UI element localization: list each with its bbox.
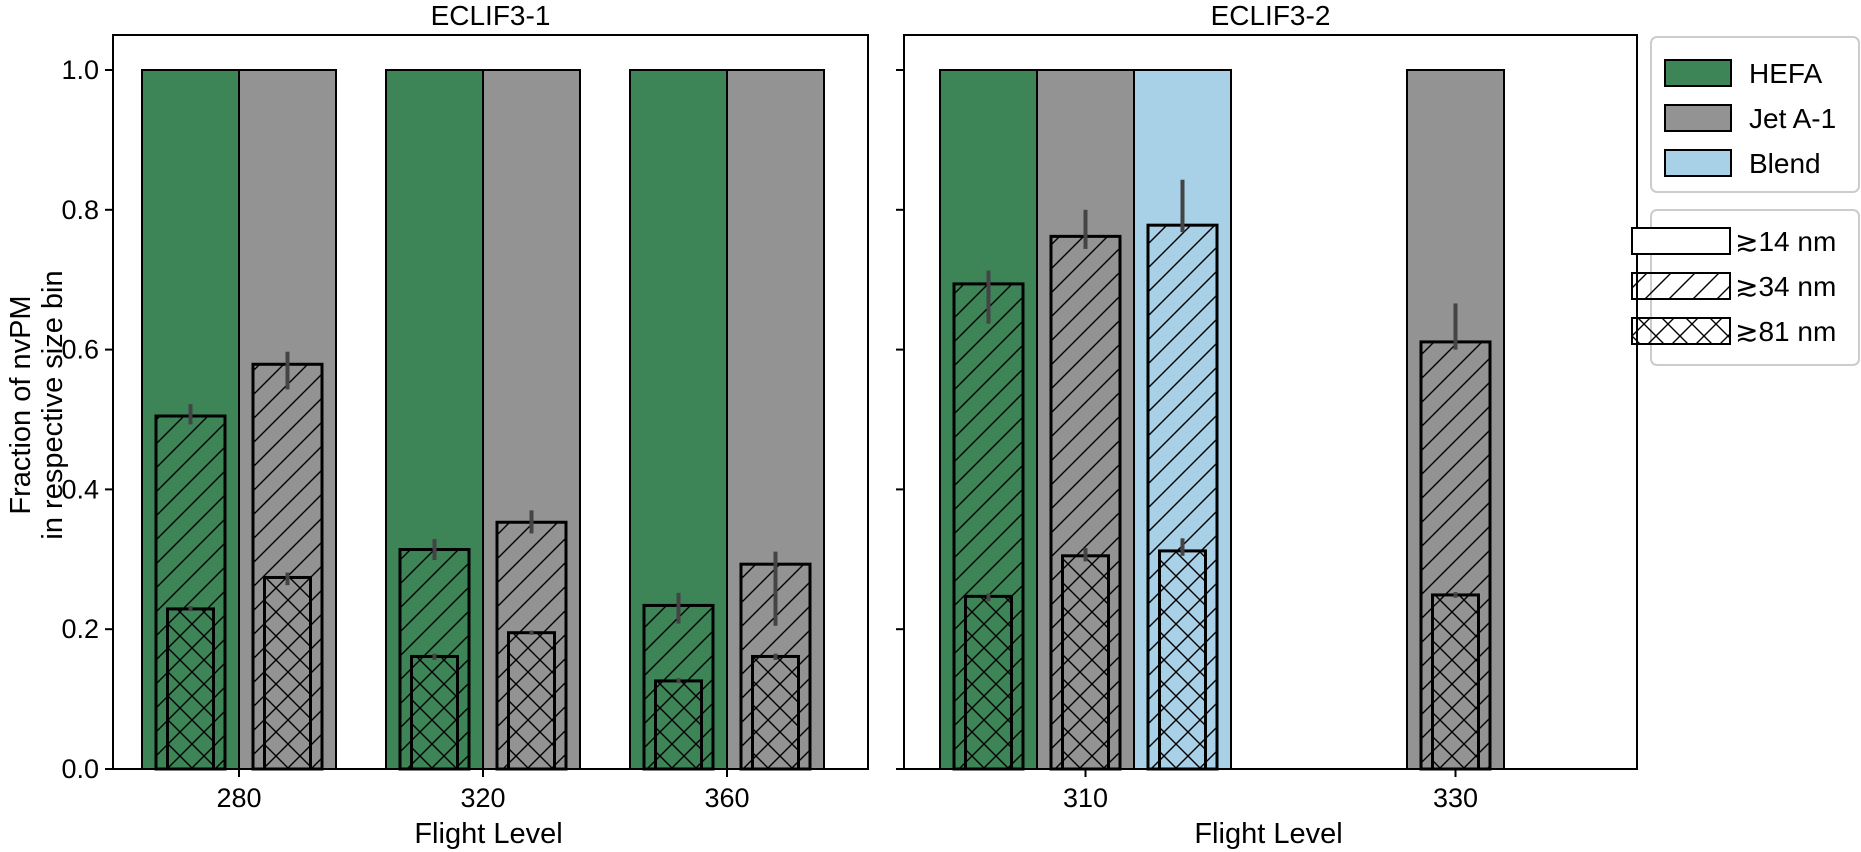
legend-label: Jet A-1 <box>1749 103 1836 134</box>
y-tick-label: 1.0 <box>61 55 99 85</box>
legend-swatch <box>1664 149 1732 177</box>
y-tick-label: 0.2 <box>61 614 99 644</box>
legend-label: ≳14 nm <box>1735 226 1836 257</box>
y-axis-label-line: in respective size bin <box>37 270 69 539</box>
y-axis-label: Fraction of nvPMin respective size bin <box>5 270 69 539</box>
bar-81nm <box>654 679 703 771</box>
y-tick-label: 0.8 <box>61 195 99 225</box>
bar-81nm <box>964 594 1013 771</box>
legend-label: ≳81 nm <box>1735 316 1836 347</box>
y-tick-label: 0.6 <box>61 335 99 365</box>
legend-label: HEFA <box>1749 58 1822 89</box>
bar-81nm <box>410 654 459 771</box>
legend-swatch <box>1631 317 1731 345</box>
x-tick-label: 320 <box>460 783 505 813</box>
bar-81nm <box>507 631 556 771</box>
y-axis-label-line: Fraction of nvPM <box>5 295 37 514</box>
legend-label: Blend <box>1749 148 1821 179</box>
x-axis-label: Flight Level <box>1194 818 1342 850</box>
x-tick-label: 360 <box>704 783 749 813</box>
x-tick-label: 330 <box>1433 783 1478 813</box>
panel-title: ECLIF3-2 <box>1211 0 1331 31</box>
legend-label: ≳34 nm <box>1735 271 1836 302</box>
legend-swatch <box>1631 272 1731 300</box>
panel-frame <box>903 34 1638 770</box>
x-tick-label: 280 <box>216 783 261 813</box>
bar-81nm <box>1061 554 1110 771</box>
panel-title: ECLIF3-1 <box>431 0 551 31</box>
y-tick-label: 0.0 <box>61 754 99 784</box>
x-axis-label: Flight Level <box>414 818 562 850</box>
legend-swatch <box>1664 59 1732 87</box>
bar-81nm <box>166 607 215 771</box>
bar-81nm <box>263 575 312 771</box>
bar-81nm <box>1431 593 1480 771</box>
y-tick-label: 0.4 <box>61 474 99 504</box>
legend-swatch <box>1631 227 1731 255</box>
panel-frame <box>112 34 869 770</box>
legend-swatch <box>1664 104 1732 132</box>
bar-81nm <box>1158 549 1207 771</box>
x-tick-label: 310 <box>1063 783 1108 813</box>
bar-81nm <box>751 654 800 771</box>
